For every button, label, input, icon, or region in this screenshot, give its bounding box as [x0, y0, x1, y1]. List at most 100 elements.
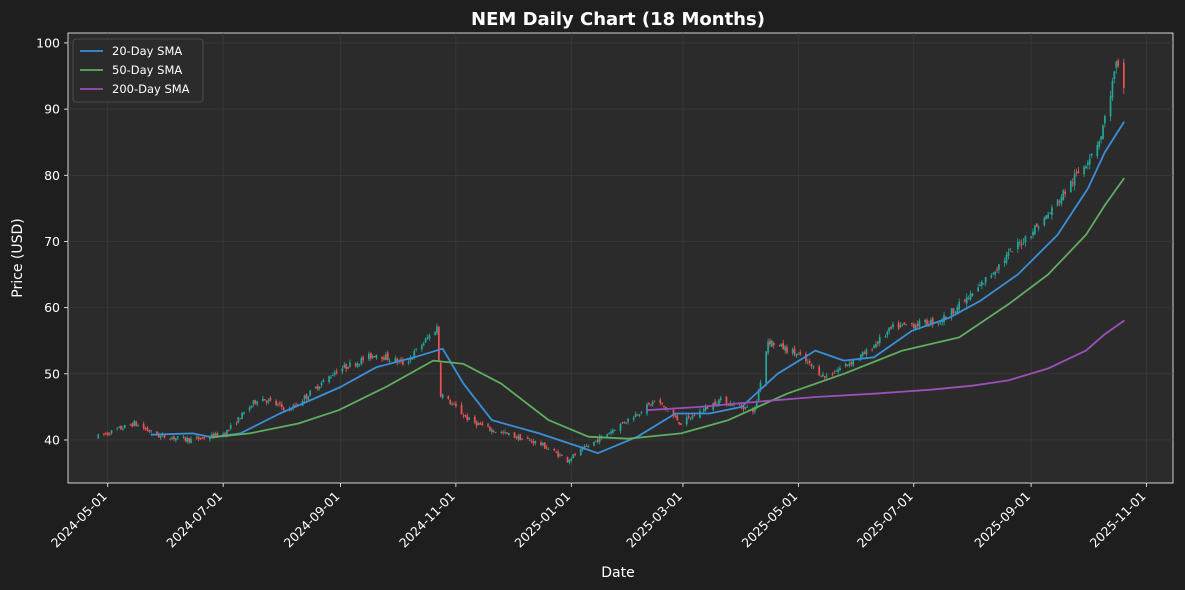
candle: [422, 341, 425, 347]
candle-body: [290, 409, 293, 411]
candle-body: [267, 399, 270, 402]
candle-body: [106, 432, 109, 435]
candle: [780, 343, 783, 348]
candle: [494, 432, 497, 434]
candle: [950, 308, 953, 321]
candle: [833, 369, 836, 374]
candle: [123, 424, 126, 429]
candle: [1020, 239, 1023, 250]
candle: [844, 362, 847, 368]
candle-body: [315, 386, 317, 389]
candle-body: [1016, 242, 1019, 249]
candle: [508, 432, 510, 436]
candle: [373, 355, 376, 358]
candle-body: [780, 343, 783, 347]
candle: [1117, 58, 1119, 69]
candle: [110, 429, 113, 435]
candle: [116, 427, 119, 431]
candle-body: [806, 362, 809, 363]
candle: [924, 319, 926, 326]
candle: [967, 295, 970, 301]
candle-body: [1032, 231, 1034, 236]
candle-body: [755, 401, 758, 408]
candle: [593, 441, 595, 447]
candle: [487, 422, 489, 428]
candle-body: [791, 349, 794, 354]
candle-body: [133, 421, 136, 426]
candle-body: [385, 354, 387, 361]
candle: [186, 436, 189, 444]
candle-body: [674, 415, 677, 417]
candle-body: [613, 430, 616, 432]
candle-body: [1007, 252, 1010, 256]
candle: [330, 375, 332, 380]
candle: [648, 402, 650, 406]
candle-body: [396, 358, 399, 363]
candle: [434, 331, 436, 336]
candle-body: [508, 433, 510, 436]
candle-body: [97, 434, 100, 439]
candle: [386, 350, 389, 362]
candle: [129, 423, 132, 426]
candle: [965, 293, 968, 308]
candle: [307, 395, 310, 401]
candle: [131, 422, 134, 428]
candle: [367, 351, 370, 362]
candle-body: [859, 354, 862, 359]
candle: [621, 421, 624, 425]
candle-body: [381, 356, 383, 359]
candle-body: [593, 441, 595, 446]
candle: [990, 273, 993, 279]
candle: [1071, 177, 1074, 188]
candle: [420, 343, 423, 352]
candle-body: [890, 326, 892, 329]
candle: [150, 429, 153, 434]
candle: [235, 421, 238, 426]
candle-body: [248, 407, 251, 411]
candle-body: [1060, 197, 1063, 204]
candle-body: [1071, 182, 1074, 184]
candle: [137, 423, 139, 427]
candle: [490, 427, 493, 435]
candle-body: [341, 368, 344, 372]
candle: [543, 442, 546, 450]
candle-body: [490, 429, 493, 433]
candle: [322, 378, 325, 383]
candle: [765, 351, 768, 387]
candle-body: [489, 427, 491, 431]
candle: [438, 325, 440, 362]
candle: [530, 438, 533, 444]
candle: [360, 355, 363, 366]
candle-body: [945, 316, 947, 319]
candle: [428, 333, 431, 341]
candle: [691, 414, 694, 420]
candle: [572, 453, 575, 459]
candle: [447, 395, 450, 400]
candle-body: [646, 404, 648, 414]
candle-body: [570, 458, 573, 461]
candle-body: [120, 425, 122, 430]
candle: [481, 420, 484, 426]
candle: [547, 447, 550, 450]
candle-body: [439, 362, 442, 397]
candle-body: [441, 394, 444, 398]
candle: [122, 426, 124, 431]
candle: [846, 364, 849, 367]
candle: [566, 456, 569, 463]
candle-body: [846, 364, 849, 366]
candle: [542, 441, 544, 447]
y-tick-label-80: 80: [44, 168, 60, 183]
candle: [818, 364, 821, 376]
candle: [540, 440, 542, 447]
candle: [810, 362, 813, 370]
candle: [477, 421, 480, 426]
candle-body: [1087, 162, 1089, 165]
candle: [316, 383, 319, 392]
candle: [1109, 90, 1112, 122]
candle-body: [757, 390, 760, 401]
candle-body: [394, 358, 397, 362]
candle-body: [305, 394, 308, 399]
candle-body: [309, 390, 312, 396]
candle-body: [929, 320, 932, 325]
candle-body: [937, 322, 940, 324]
